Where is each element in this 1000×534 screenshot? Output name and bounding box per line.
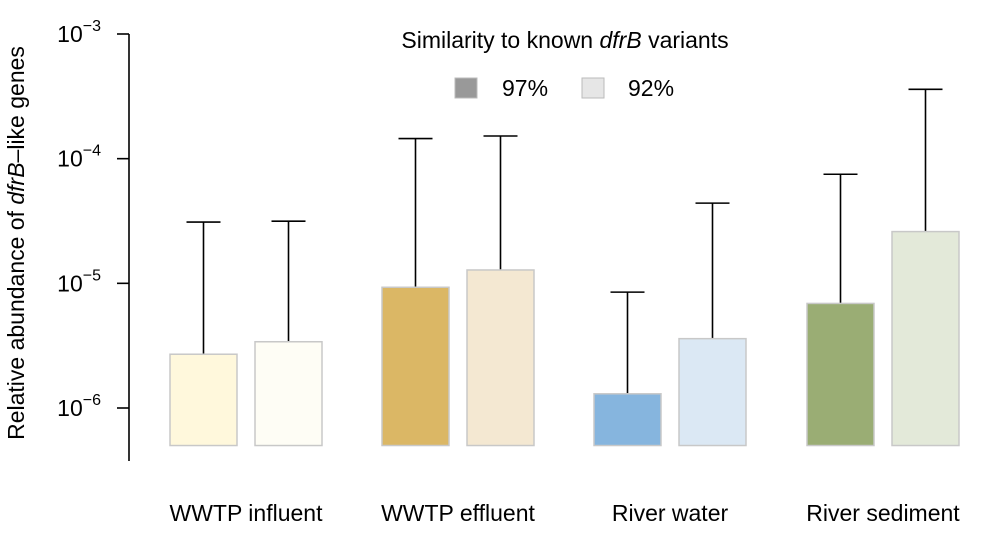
- bars: [169, 88, 960, 447]
- x-tick-label: WWTP influent: [170, 500, 324, 526]
- legend-label-92: 92%: [628, 75, 674, 101]
- bar: [381, 286, 450, 447]
- bar: [466, 269, 535, 447]
- bar: [254, 340, 323, 447]
- x-axis-labels: WWTP influent WWTP effluent River water Riv…: [170, 500, 961, 526]
- bar: [169, 353, 238, 447]
- bar: [891, 230, 960, 447]
- legend-swatch-97: [454, 77, 478, 99]
- x-tick-label: WWTP effluent: [381, 500, 535, 526]
- y-axis: 10−6 10−5 10−4 10−3: [57, 18, 130, 461]
- legend: Similarity to known dfrB variants 97% 92…: [401, 27, 728, 101]
- y-tick-label: 10−3: [57, 18, 101, 47]
- y-axis-label: Relative abundance of dfrB–like genes: [3, 46, 29, 440]
- x-tick-label: River sediment: [806, 500, 960, 526]
- y-tick-label: 10−4: [57, 143, 101, 172]
- x-tick-label: River water: [612, 500, 729, 526]
- bar: [593, 393, 662, 447]
- y-tick-label: 10−5: [57, 267, 101, 296]
- legend-swatch-92: [581, 77, 605, 99]
- bar: [678, 337, 747, 447]
- bar: [806, 302, 875, 447]
- legend-label-97: 97%: [502, 75, 548, 101]
- legend-title: Similarity to known dfrB variants: [401, 27, 728, 53]
- y-tick-label: 10−6: [57, 392, 101, 421]
